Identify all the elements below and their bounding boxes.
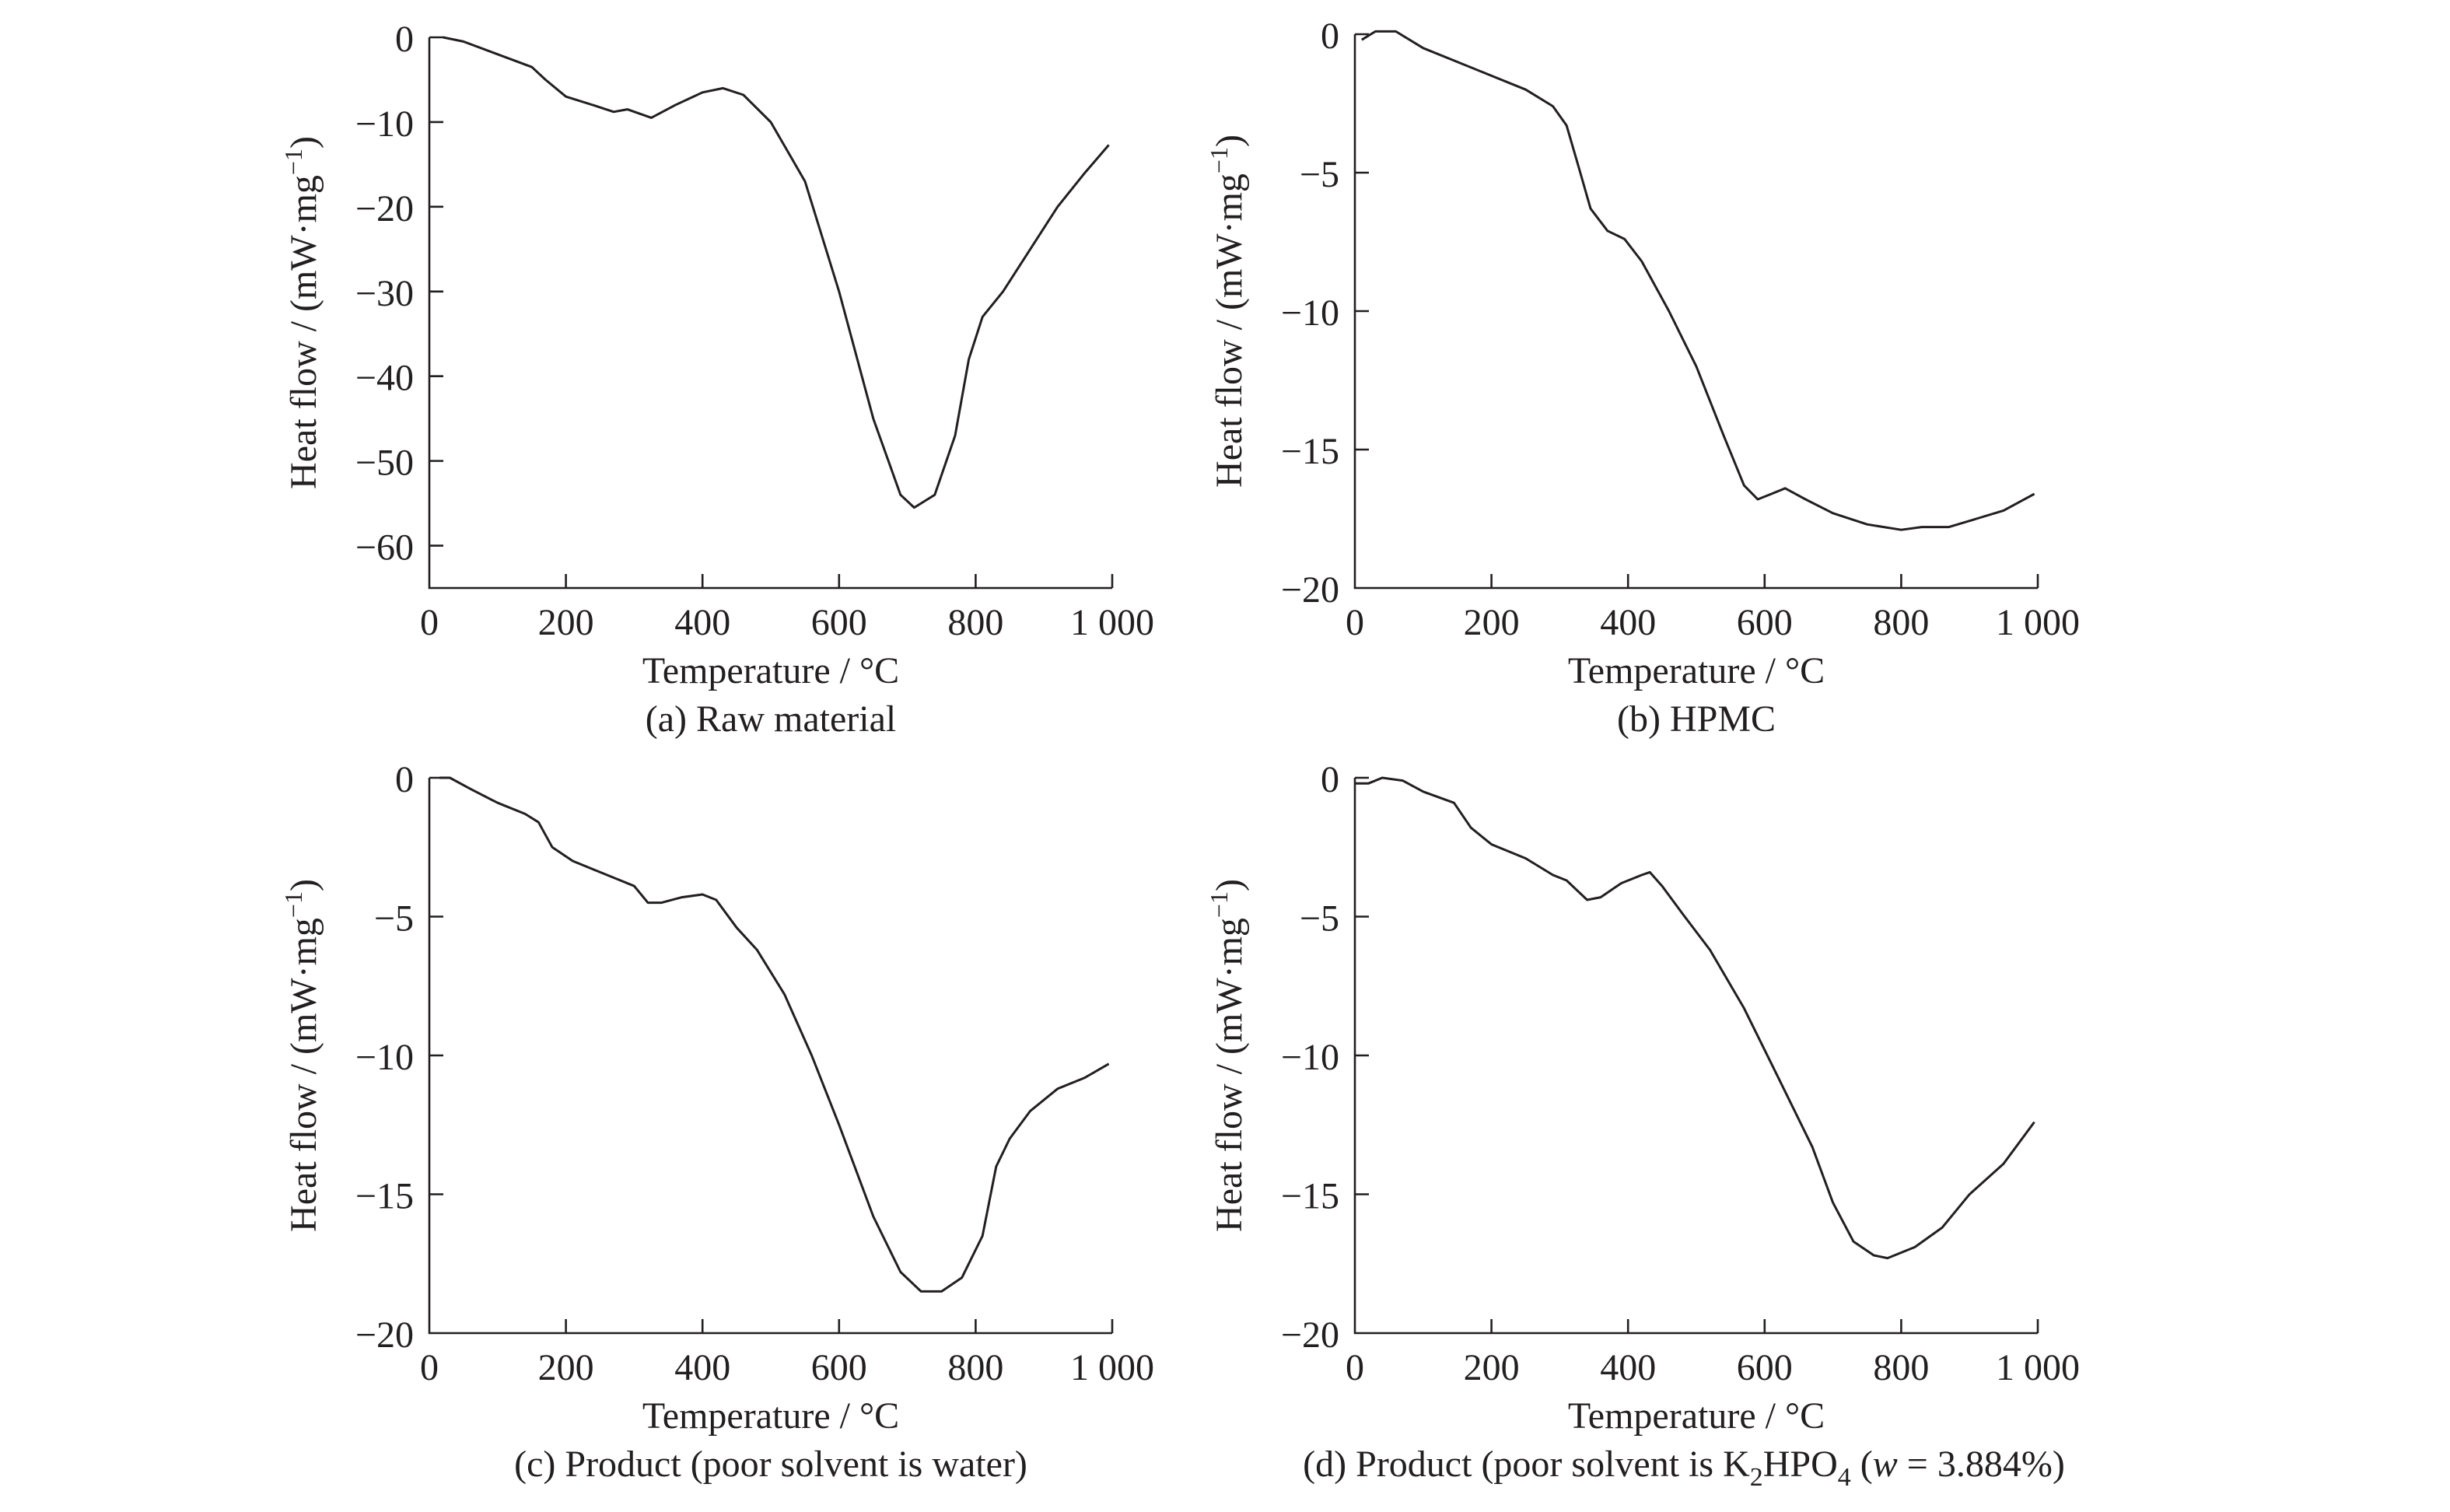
y-tick-label: −10 (355, 103, 414, 145)
heat-flow-line (443, 36, 1110, 509)
y-axis-label-close: ) (1209, 879, 1250, 891)
y-tick-label: 0 (1321, 16, 1339, 57)
x-axis-label: Temperature / °C (642, 1395, 899, 1437)
y-axis-label: Heat flow / (mW·mg−1) (279, 136, 324, 489)
y-tick-label: −10 (355, 1037, 414, 1078)
x-axis-label: Temperature / °C (642, 650, 899, 691)
x-tick-label: 1 000 (1070, 602, 1154, 643)
y-tick-label: −60 (355, 527, 414, 569)
x-tick-label: 600 (811, 602, 867, 643)
panel-caption: (c) Product (poor solvent is water) (514, 1444, 1027, 1485)
y-axis-label-main: Heat flow / (mW·mg (283, 175, 324, 489)
y-tick-label: −40 (355, 358, 414, 399)
y-tick-label: −20 (355, 188, 414, 229)
x-tick-label: 200 (1464, 1347, 1520, 1388)
axes (1353, 34, 2038, 590)
y-axis-label-close: ) (1209, 135, 1250, 147)
y-tick-label: −30 (355, 273, 414, 314)
y-tick-label: −15 (355, 1176, 414, 1217)
heat-flow-line (1355, 776, 2035, 1260)
y-tick-label: 0 (1321, 759, 1339, 800)
axes (428, 37, 1112, 590)
x-axis-label: Temperature / °C (1568, 1395, 1825, 1437)
axes (428, 778, 1112, 1335)
x-tick-label: 1 000 (1996, 1347, 2080, 1388)
x-tick-label: 800 (947, 602, 1003, 643)
x-tick-label: 400 (674, 602, 730, 643)
panel-caption: (a) Raw material (646, 698, 897, 740)
y-axis-label-main: Heat flow / (mW·mg (1209, 918, 1250, 1232)
x-tick-label: 200 (538, 602, 594, 643)
y-axis-label: Heat flow / (mW·mg−1) (279, 879, 324, 1232)
chart-panel-a: 0 200 400 600 800 1 000 0 −10 −20 −30 −40 −50 −60 Tem… (279, 19, 1154, 740)
x-tick-label: 1 000 (1996, 602, 2080, 643)
y-axis-label-sup: −1 (1205, 147, 1233, 173)
x-tick-label: 0 (420, 1347, 439, 1388)
x-tick-label: 200 (1464, 602, 1520, 643)
heat-flow-line (1361, 30, 2035, 531)
x-tick-label: 600 (1737, 602, 1793, 643)
y-axis-label-main: Heat flow / (mW·mg (283, 918, 324, 1232)
x-tick-label: 600 (1737, 1347, 1793, 1388)
x-tick-label: 0 (1346, 602, 1364, 643)
axes (1353, 778, 2038, 1335)
y-tick-label: −20 (355, 1314, 414, 1356)
x-tick-label: 400 (674, 1347, 730, 1388)
chart-panel-b: 0 200 400 600 800 1 000 0 −5 −10 −15 −20 Temperatur… (1205, 16, 2080, 740)
y-tick-label: −10 (1281, 292, 1339, 334)
y-tick-label: −15 (1281, 431, 1339, 472)
y-axis-label-close: ) (283, 879, 324, 891)
panel-caption: (d) Product (poor solvent is K2HPO4 (w =… (1303, 1444, 2065, 1492)
chart-panel-c: 0 200 400 600 800 1 000 0 −5 −10 −15 −20 Temperatur… (279, 759, 1154, 1485)
y-tick-label: −50 (355, 443, 414, 484)
y-axis-label-sup: −1 (1205, 891, 1233, 918)
y-tick-label: 0 (395, 759, 414, 800)
y-tick-label: −5 (1300, 898, 1339, 940)
x-tick-label: 400 (1600, 1347, 1656, 1388)
heat-flow-line (439, 776, 1110, 1293)
y-axis-label-sup: −1 (279, 149, 307, 175)
y-tick-label: −10 (1281, 1037, 1339, 1078)
x-axis-label: Temperature / °C (1568, 650, 1825, 691)
x-tick-label: 600 (811, 1347, 867, 1388)
y-axis-label: Heat flow / (mW·mg−1) (1205, 135, 1250, 488)
y-axis-label: Heat flow / (mW·mg−1) (1205, 879, 1250, 1232)
x-tick-label: 800 (1873, 1347, 1929, 1388)
y-tick-label: −5 (374, 898, 414, 940)
y-tick-label: 0 (395, 19, 414, 60)
y-axis-label-main: Heat flow / (mW·mg (1209, 173, 1250, 488)
y-axis-label-close: ) (283, 136, 324, 149)
x-tick-label: 0 (420, 602, 439, 643)
panel-caption: (b) HPMC (1617, 698, 1776, 740)
x-tick-label: 800 (947, 1347, 1003, 1388)
y-tick-label: −15 (1281, 1176, 1339, 1217)
x-tick-label: 400 (1600, 602, 1656, 643)
y-tick-label: −5 (1300, 154, 1339, 195)
x-tick-label: 0 (1346, 1347, 1364, 1388)
x-tick-label: 800 (1873, 602, 1929, 643)
y-tick-label: −20 (1281, 569, 1339, 611)
y-tick-label: −20 (1281, 1314, 1339, 1356)
y-axis-label-sup: −1 (279, 891, 307, 918)
chart-panel-d: 0 200 400 600 800 1 000 0 −5 −10 −15 −20 Temperatur… (1205, 759, 2080, 1492)
x-tick-label: 1 000 (1070, 1347, 1154, 1388)
x-tick-label: 200 (538, 1347, 594, 1388)
